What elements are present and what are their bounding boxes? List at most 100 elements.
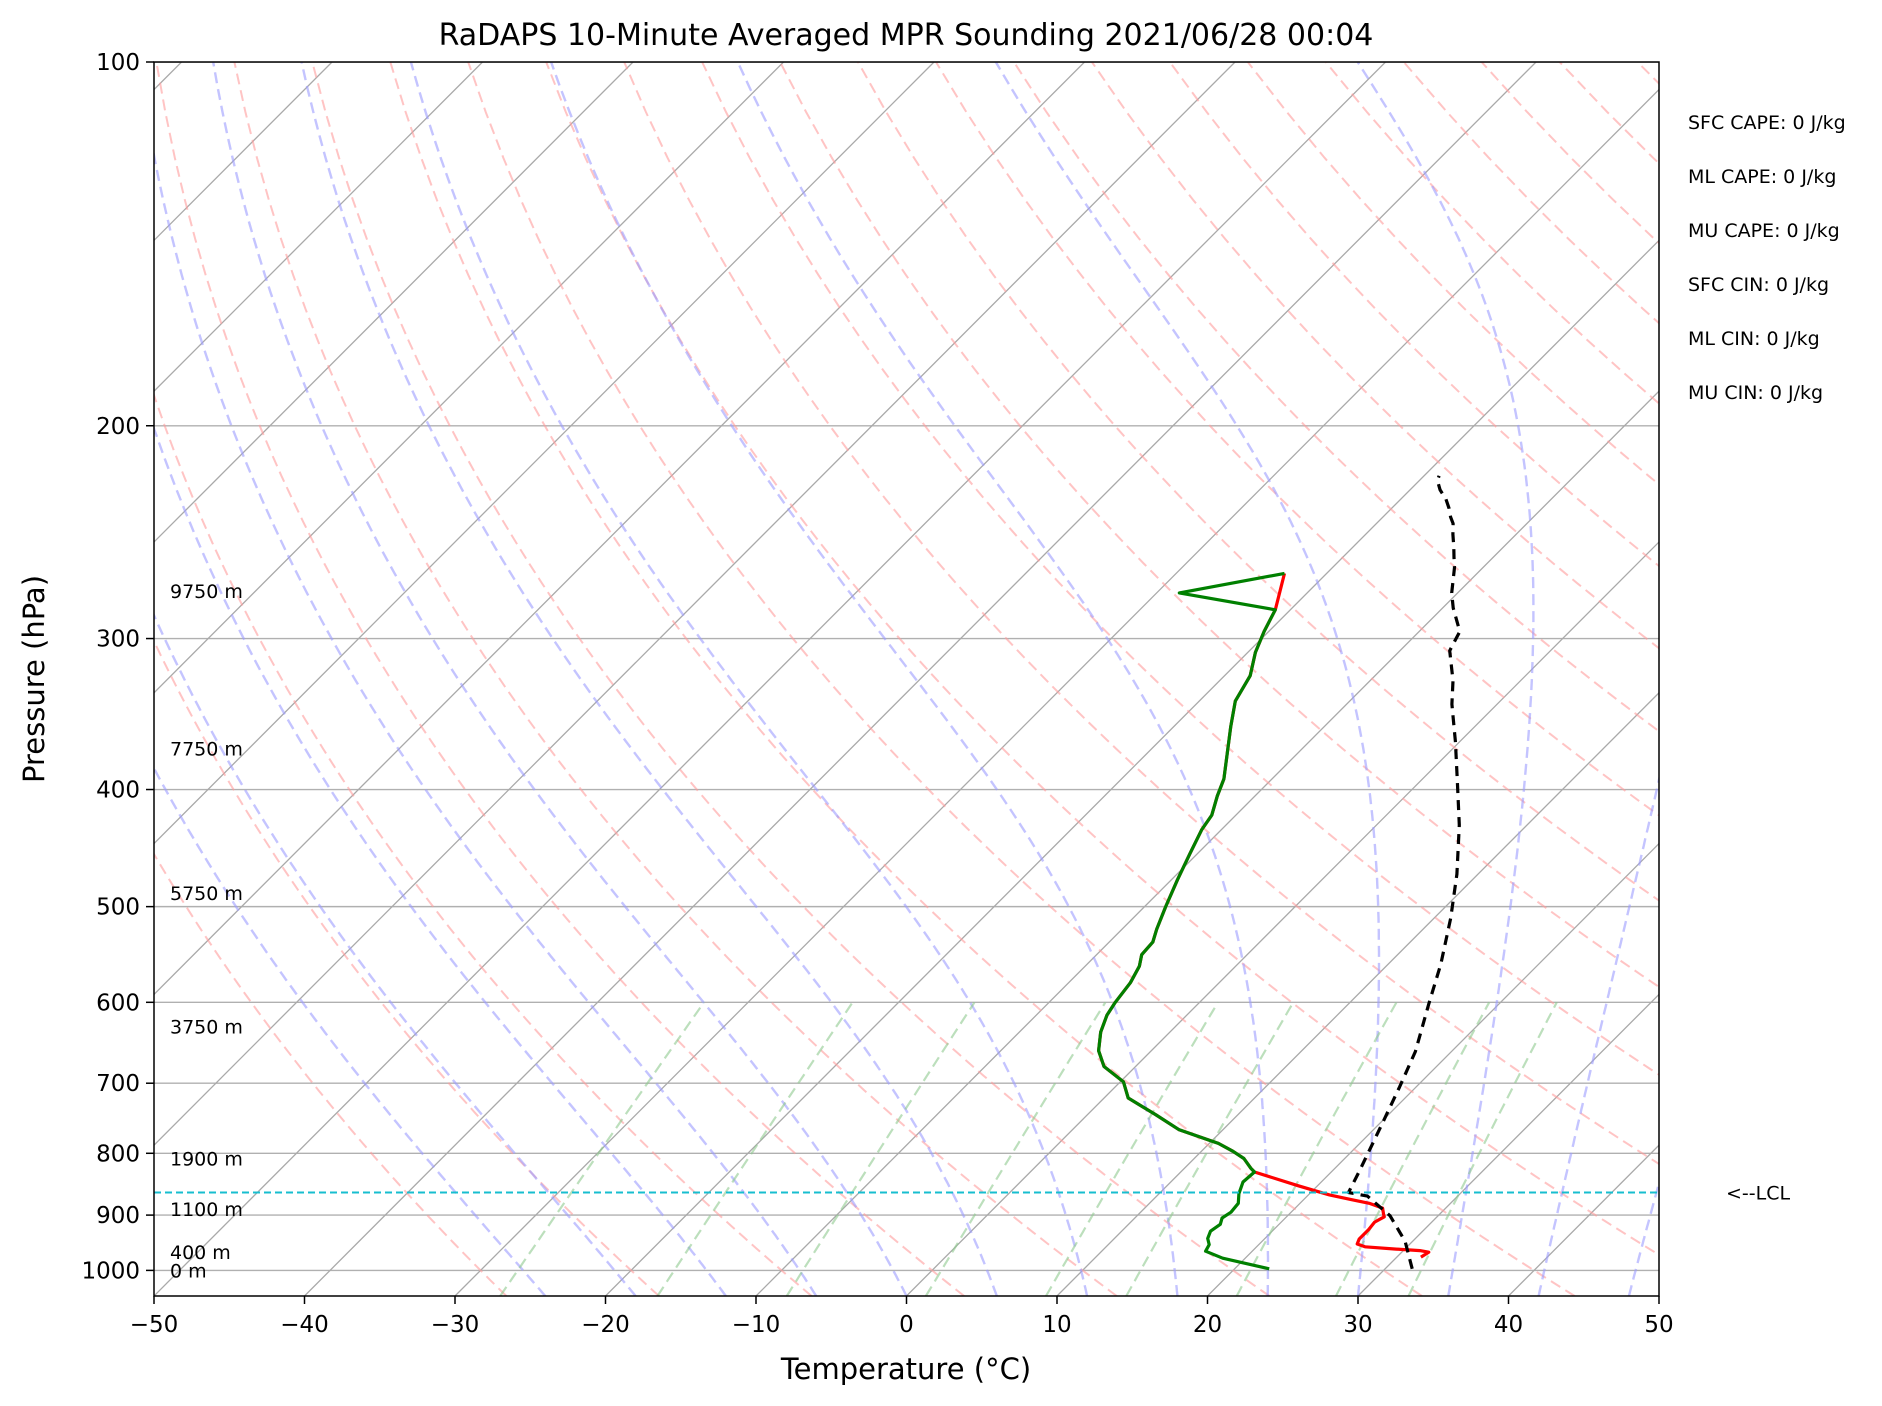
mixing-ratio-line	[499, 1001, 705, 1296]
moist-adiabat-line	[1537, 774, 1659, 1296]
dry-adiabat-line	[1636, 62, 1659, 86]
sounding-lines	[154, 475, 1659, 1271]
mixing-ratio-line	[1335, 1001, 1491, 1296]
chart-title: RaDAPS 10-Minute Averaged MPR Sounding 2…	[439, 18, 1374, 53]
moist-adiabat-line	[1356, 62, 1535, 1296]
dry-adiabat-line	[1402, 62, 1659, 325]
dry-adiabat-line	[155, 62, 965, 1296]
y-tick-label: 900	[96, 1203, 140, 1229]
dry-adiabat-line	[1480, 62, 1659, 245]
dry-adiabat-line	[311, 62, 1270, 1296]
y-tick-label: 400	[96, 778, 140, 804]
isotherm-line	[1056, 691, 1659, 1296]
parcel-path-line	[1346, 475, 1462, 1270]
stability-indices: SFC CAPE: 0 J/kg ML CAPE: 0 J/kg MU CAPE: …	[1688, 112, 1846, 404]
isotherm-line	[755, 390, 1659, 1296]
dry-adiabat-line	[545, 62, 1659, 1256]
dry-adiabat-line	[623, 62, 1659, 1166]
height-label: 400 m	[170, 1242, 231, 1264]
index-label: SFC CAPE: 0 J/kg	[1688, 112, 1846, 134]
dry-adiabat-line	[467, 62, 1576, 1296]
isotherm-line	[906, 541, 1659, 1296]
index-label: MU CAPE: 0 J/kg	[1688, 220, 1840, 242]
dry-adiabat-line	[1558, 62, 1659, 165]
x-tick-label: −40	[280, 1312, 329, 1338]
moist-adiabat-line	[1627, 1178, 1659, 1296]
dry-adiabat-line	[1091, 62, 1659, 650]
x-tick-label: −50	[130, 1312, 179, 1338]
height-label: 1900 m	[170, 1149, 243, 1171]
x-tick-label: −30	[431, 1312, 480, 1338]
x-axis-label: Temperature (°C)	[780, 1352, 1031, 1386]
index-label: ML CAPE: 0 J/kg	[1688, 166, 1836, 188]
isotherm-line	[154, 62, 784, 694]
x-tick-label: 0	[899, 1312, 914, 1338]
lcl-label: <--LCL	[1726, 1183, 1790, 1205]
y-axis-label: Pressure (hPa)	[17, 575, 51, 783]
dry-adiabat-line	[1247, 62, 1659, 486]
height-label: 1100 m	[170, 1199, 243, 1221]
dry-adiabat-line	[701, 62, 1659, 1076]
mixing-ratio-line	[656, 1001, 854, 1296]
isotherm-line	[1658, 1295, 1659, 1296]
y-axis-ticks: 100 200 300 400 500 600 700 800 900 1000	[81, 50, 154, 1284]
dry-adiabat-line	[1013, 62, 1659, 733]
dry-adiabat-line	[935, 62, 1659, 817]
dry-adiabat-line	[389, 62, 1423, 1296]
dry-adiabat-line	[1168, 62, 1659, 568]
x-tick-label: 10	[1042, 1312, 1071, 1338]
mixing-ratio-line	[924, 1001, 1107, 1296]
moist-adiabat-line	[154, 425, 727, 1296]
dry-adiabat-line	[1716, 62, 1882, 1296]
height-label: 9750 m	[170, 581, 243, 603]
mixing-ratio-line	[1045, 1001, 1219, 1296]
isotherm-line	[1207, 842, 1659, 1296]
height-label: 7750 m	[170, 739, 243, 761]
y-tick-label: 200	[96, 414, 140, 440]
isotherm-line	[154, 62, 1386, 1296]
isotherm-line	[154, 62, 1085, 996]
isotherm-line	[154, 62, 1236, 1147]
x-axis-ticks: −50 −40 −30 −20 −10 0 10 20 30 40 50	[130, 1296, 1674, 1338]
isotherm-line	[154, 62, 634, 543]
index-label: ML CIN: 0 J/kg	[1688, 328, 1820, 350]
moist-adiabat-line	[736, 62, 1270, 1296]
mixing-ratio-line	[785, 1001, 976, 1296]
dry-adiabat-line	[154, 638, 660, 1296]
y-tick-label: 1000	[81, 1258, 140, 1284]
moist-adiabat-line	[300, 62, 998, 1296]
background-lines	[154, 62, 1882, 1296]
y-tick-label: 300	[96, 627, 140, 653]
dewpoint-line	[1097, 571, 1285, 1271]
moist-adiabat-line	[994, 62, 1381, 1296]
x-tick-label: 40	[1494, 1312, 1523, 1338]
mixing-ratio-line	[1125, 1001, 1295, 1296]
y-tick-label: 500	[96, 895, 140, 921]
isotherm-line	[304, 62, 1537, 1296]
x-tick-label: 20	[1193, 1312, 1222, 1338]
height-labels: 9750 m 7750 m 5750 m 3750 m 1900 m 1100 m 400 …	[170, 581, 243, 1282]
isotherm-line	[605, 239, 1659, 1296]
dry-adiabat-line	[154, 852, 508, 1296]
moist-adiabat-line	[154, 148, 818, 1296]
dry-adiabat-line	[857, 62, 1659, 902]
y-tick-label: 800	[96, 1141, 140, 1167]
x-tick-label: −20	[581, 1312, 630, 1338]
y-tick-label: 700	[96, 1071, 140, 1097]
y-tick-label: 600	[96, 990, 140, 1016]
height-label: 3750 m	[170, 1016, 243, 1038]
isotherm-line	[154, 62, 483, 393]
isotherm-line	[454, 88, 1659, 1296]
moist-adiabat-line	[549, 62, 1179, 1296]
mixing-ratio-line	[1407, 1001, 1558, 1296]
isotherm-line	[154, 62, 935, 845]
height-label: 5750 m	[170, 883, 243, 905]
index-label: SFC CIN: 0 J/kg	[1688, 274, 1829, 296]
dry-adiabat-line	[1324, 62, 1659, 405]
isotherm-line	[1357, 993, 1659, 1296]
x-tick-label: 30	[1343, 1312, 1372, 1338]
dry-adiabat-line	[233, 62, 1118, 1296]
moist-adiabat-line	[409, 62, 1089, 1296]
x-tick-label: −10	[732, 1312, 781, 1338]
isotherm-line	[1508, 1144, 1659, 1296]
